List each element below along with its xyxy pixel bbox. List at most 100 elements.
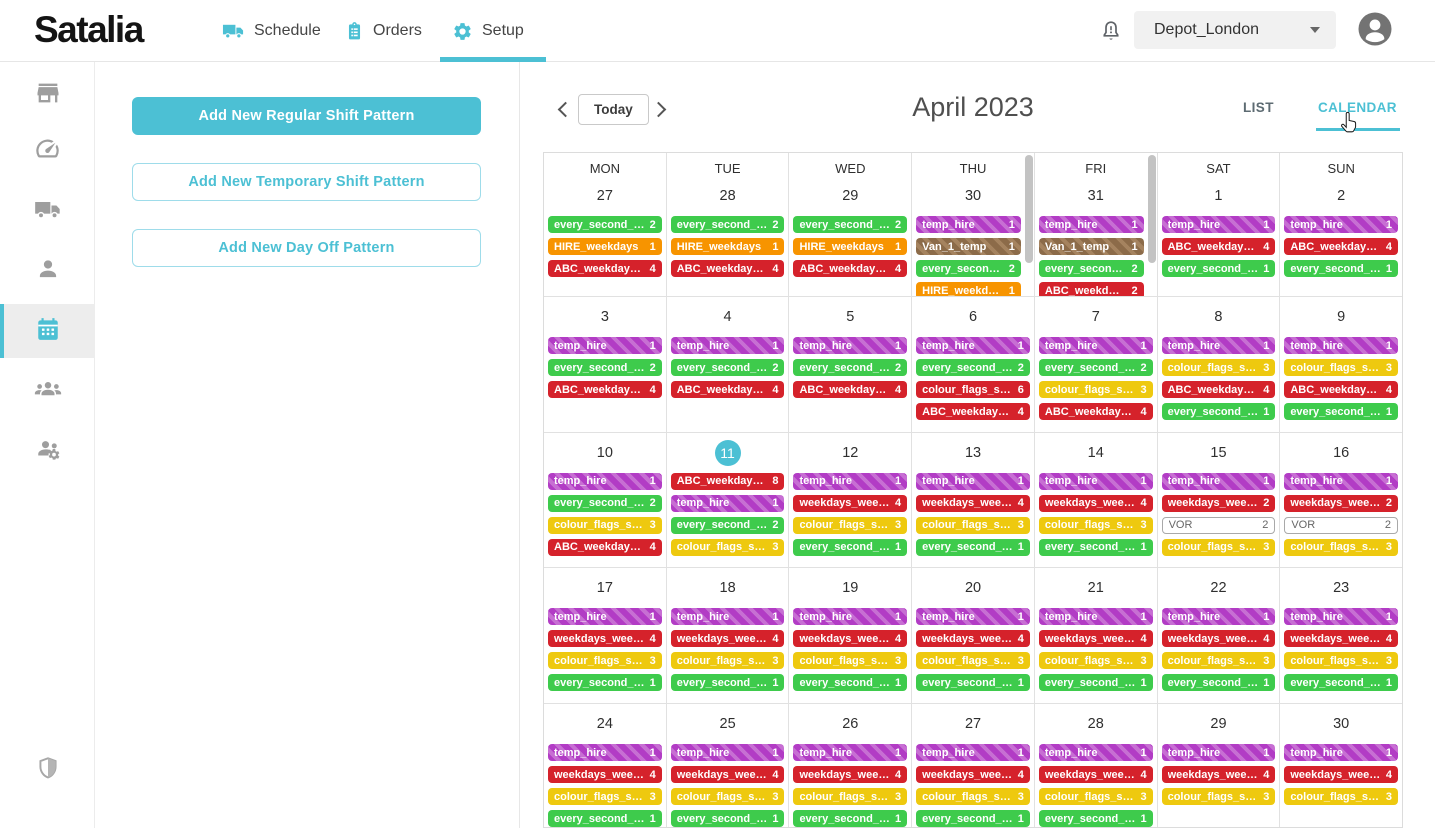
sidebar-item-manage-users[interactable]: [0, 424, 95, 478]
day-cell-7[interactable]: 7 temp_hire 1 every_second_… 2 colour_flags_s…: [1035, 297, 1158, 432]
event-chip[interactable]: weekdays_wee… 4: [1038, 494, 1153, 512]
day-cell-15[interactable]: 15 temp_hire 1 weekdays_wee… 2 VOR 2 colour_fla…: [1158, 432, 1281, 568]
event-chip[interactable]: weekdays_wee… 4: [916, 494, 1030, 512]
day-cell-27[interactable]: MON 27 every_second_… 2 HIRE_weekdays 1 ABC_we…: [544, 153, 667, 296]
event-chip[interactable]: colour_flags_s… 3: [1284, 652, 1399, 670]
event-chip[interactable]: colour_flags_s… 3: [548, 788, 662, 806]
event-chip[interactable]: temp_hire 1: [793, 608, 908, 626]
day-cell-5[interactable]: 5 temp_hire 1 every_second_… 2 ABC_weekday… 4: [789, 297, 913, 432]
event-chip[interactable]: ABC_weekday… 4: [1284, 238, 1399, 255]
event-chip[interactable]: colour_flags_s… 3: [1284, 359, 1399, 376]
day-cell-3[interactable]: 3 temp_hire 1 every_second_… 2 ABC_weekday… 4: [544, 297, 667, 432]
event-chip[interactable]: temp_hire 1: [793, 337, 908, 354]
day-cell-30[interactable]: 30 temp_hire 1 weekdays_wee… 4 colour_flags_s…: [1280, 704, 1402, 827]
event-chip[interactable]: ABC_weekday… 4: [548, 260, 662, 277]
event-chip[interactable]: colour_flags_s… 3: [1038, 381, 1153, 398]
sidebar-item-drivers[interactable]: [0, 244, 95, 298]
event-chip[interactable]: temp_hire 1: [1161, 744, 1276, 762]
sidebar-item-teams[interactable]: [0, 364, 95, 418]
depot-select[interactable]: Depot_London: [1134, 11, 1336, 49]
event-chip[interactable]: HIRE_weekdays 1: [793, 238, 908, 255]
event-chip[interactable]: ABC_weekday… 4: [548, 381, 662, 398]
event-chip[interactable]: temp_hire 1: [548, 744, 662, 762]
day-cell-4[interactable]: 4 temp_hire 1 every_second_… 2 ABC_weekday… 4: [667, 297, 790, 432]
event-chip[interactable]: ABC_weekday… 4: [1161, 381, 1276, 398]
nav-item-setup[interactable]: Setup: [452, 12, 524, 50]
event-chip[interactable]: colour_flags_s… 3: [1161, 652, 1276, 670]
event-chip[interactable]: every_second_… 2: [670, 359, 785, 376]
event-chip[interactable]: HIRE_weekd… 1: [916, 282, 1021, 296]
event-chip[interactable]: temp_hire 1: [670, 337, 785, 354]
event-chip[interactable]: every_second_… 2: [1038, 359, 1153, 376]
event-chip[interactable]: temp_hire 1: [548, 608, 662, 626]
event-chip[interactable]: ABC_weekday… 4: [670, 260, 785, 277]
event-chip[interactable]: colour_flags_s… 3: [1161, 538, 1276, 556]
event-chip[interactable]: temp_hire 1: [548, 472, 662, 490]
event-chip[interactable]: every_second_… 1: [548, 674, 662, 692]
event-chip[interactable]: colour_flags_s… 3: [1038, 516, 1153, 534]
event-chip[interactable]: Van_1_temp 1: [916, 238, 1021, 255]
event-chip[interactable]: temp_hire 1: [1284, 472, 1399, 490]
tab-list-view[interactable]: LIST: [1243, 100, 1274, 115]
event-chip[interactable]: colour_flags_s… 3: [548, 652, 662, 670]
event-chip[interactable]: temp_hire 1: [916, 337, 1030, 354]
sidebar-item-security[interactable]: [0, 743, 95, 797]
event-chip[interactable]: every_second_… 1: [793, 674, 908, 692]
day-cell-14[interactable]: 14 temp_hire 1 weekdays_wee… 4 colour_flags_s…: [1035, 432, 1158, 568]
event-chip[interactable]: every_second_… 2: [548, 494, 662, 512]
day-cell-25[interactable]: 25 temp_hire 1 weekdays_wee… 4 colour_flags_s…: [667, 704, 790, 827]
event-chip[interactable]: every_second_… 1: [1284, 403, 1399, 420]
day-cell-2[interactable]: SUN 2 temp_hire 1 ABC_weekday… 4 every_second_…: [1280, 153, 1402, 296]
day-cell-21[interactable]: 21 temp_hire 1 weekdays_wee… 4 colour_flags_s…: [1035, 568, 1158, 704]
event-chip[interactable]: every_second_… 2: [793, 359, 908, 376]
day-cell-30[interactable]: THU 30 temp_hire 1 Van_1_temp 1 every_secon… 2 H…: [912, 153, 1035, 296]
user-avatar[interactable]: [1357, 11, 1393, 47]
day-cell-31[interactable]: FRI 31 temp_hire 1 Van_1_temp 1 every_secon… 2 A…: [1035, 153, 1158, 296]
event-chip[interactable]: every_second_… 1: [916, 674, 1030, 692]
event-chip[interactable]: temp_hire 1: [1038, 608, 1153, 626]
event-chip[interactable]: every_second_… 1: [548, 810, 662, 827]
day-cell-10[interactable]: 10 temp_hire 1 every_second_… 2 colour_flags_…: [544, 432, 667, 568]
nav-item-schedule[interactable]: Schedule: [222, 12, 321, 50]
event-chip[interactable]: ABC_weekday… 4: [793, 260, 908, 277]
event-chip[interactable]: weekdays_wee… 4: [916, 630, 1030, 648]
event-chip[interactable]: colour_flags_s… 3: [670, 788, 785, 806]
nav-item-orders[interactable]: Orders: [345, 12, 422, 50]
event-chip[interactable]: every_second_… 1: [916, 810, 1030, 827]
event-chip[interactable]: temp_hire 1: [793, 744, 908, 762]
event-chip[interactable]: every_second_… 1: [1038, 810, 1153, 827]
event-chip[interactable]: colour_flags_s… 3: [1161, 788, 1276, 806]
sidebar-item-shift-patterns[interactable]: [0, 304, 95, 358]
event-chip[interactable]: ABC_weekday… 4: [793, 381, 908, 398]
event-chip[interactable]: weekdays_wee… 4: [793, 630, 908, 648]
event-chip[interactable]: every_second_… 1: [1284, 260, 1399, 277]
event-chip[interactable]: temp_hire 1: [916, 608, 1030, 626]
day-cell-27[interactable]: 27 temp_hire 1 weekdays_wee… 4 colour_flags_s…: [912, 704, 1035, 827]
event-chip[interactable]: colour_flags_s… 3: [916, 652, 1030, 670]
day-cell-29[interactable]: WED 29 every_second_… 2 HIRE_weekdays 1 ABC_we…: [789, 153, 913, 296]
event-chip[interactable]: VOR 2: [1161, 516, 1276, 534]
add-regular-shift-pattern-button[interactable]: Add New Regular Shift Pattern: [132, 97, 481, 135]
event-chip[interactable]: ABC_weekday… 4: [670, 381, 785, 398]
day-cell-8[interactable]: 8 temp_hire 1 colour_flags_s… 3 ABC_weekday… 4…: [1158, 297, 1281, 432]
add-temporary-shift-pattern-button[interactable]: Add New Temporary Shift Pattern: [132, 163, 481, 201]
event-chip[interactable]: weekdays_wee… 4: [1161, 630, 1276, 648]
event-chip[interactable]: temp_hire 1: [1038, 216, 1144, 233]
tab-calendar-view[interactable]: CALENDAR: [1318, 100, 1397, 115]
event-chip[interactable]: ABC_weekd… 2: [1038, 282, 1144, 296]
event-chip[interactable]: every_second_… 1: [916, 538, 1030, 556]
event-chip[interactable]: ABC_weekday… 4: [1161, 238, 1276, 255]
day-cell-18[interactable]: 18 temp_hire 1 weekdays_wee… 4 colour_flags_s…: [667, 568, 790, 704]
event-chip[interactable]: temp_hire 1: [916, 216, 1021, 233]
event-chip[interactable]: colour_flags_s… 3: [916, 788, 1030, 806]
event-chip[interactable]: weekdays_wee… 4: [1161, 766, 1276, 784]
event-chip[interactable]: colour_flags_s… 6: [916, 381, 1030, 398]
event-chip[interactable]: temp_hire 1: [670, 744, 785, 762]
day-cell-9[interactable]: 9 temp_hire 1 colour_flags_s… 3 ABC_weekday… 4…: [1280, 297, 1402, 432]
event-chip[interactable]: temp_hire 1: [1284, 608, 1399, 626]
event-chip[interactable]: weekdays_wee… 4: [1038, 630, 1153, 648]
event-chip[interactable]: VOR 2: [1284, 516, 1399, 534]
day-cell-26[interactable]: 26 temp_hire 1 weekdays_wee… 4 colour_flags_s…: [789, 704, 913, 827]
event-chip[interactable]: every_second_… 2: [916, 359, 1030, 376]
day-cell-28[interactable]: 28 temp_hire 1 weekdays_wee… 4 colour_flags_s…: [1035, 704, 1158, 827]
